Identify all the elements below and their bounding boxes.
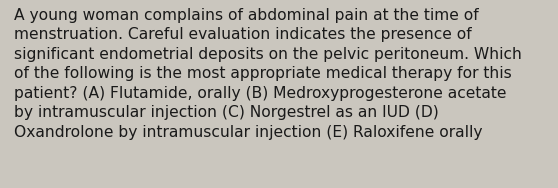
- Text: A young woman complains of abdominal pain at the time of
menstruation. Careful e: A young woman complains of abdominal pai…: [14, 8, 522, 140]
